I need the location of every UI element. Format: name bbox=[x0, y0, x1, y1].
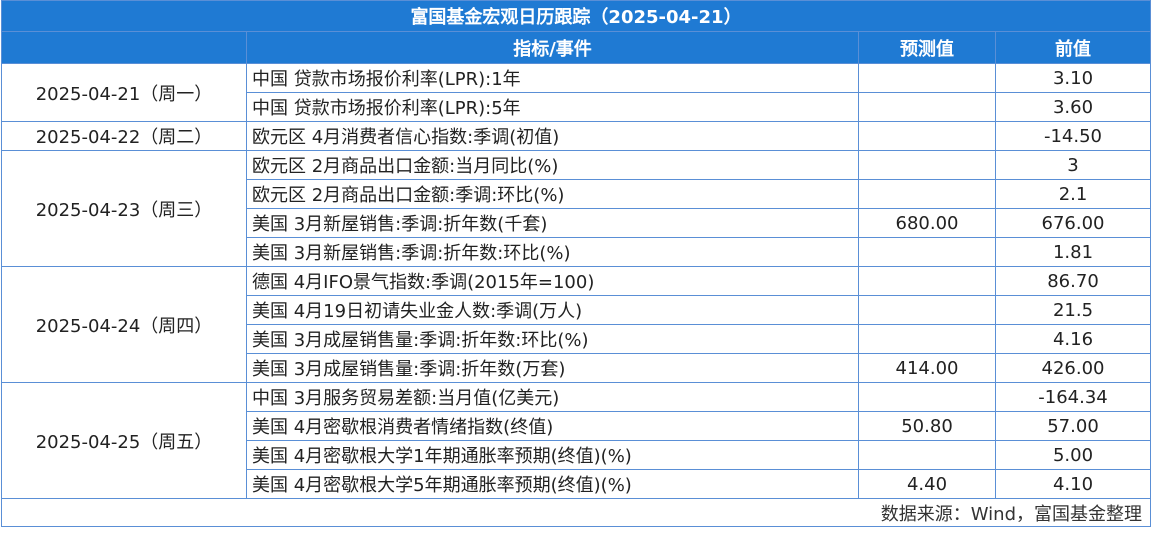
indicator-cell: 中国 贷款市场报价利率(LPR):1年 bbox=[246, 63, 859, 93]
indicator-cell: 美国 3月成屋销售量:季调:折年数(万套) bbox=[246, 353, 859, 383]
table-row: 美国 4月密歇根大学1年期通胀率预期(终值)(%) 5.00 bbox=[2, 440, 1151, 470]
forecast-cell bbox=[858, 92, 996, 122]
forecast-cell: 4.40 bbox=[858, 469, 996, 499]
forecast-cell bbox=[858, 179, 996, 209]
forecast-cell: 50.80 bbox=[858, 411, 996, 441]
previous-cell: 4.10 bbox=[994, 469, 1151, 499]
footer-row: 数据来源：Wind，富国基金整理 bbox=[0, 498, 1151, 527]
forecast-cell bbox=[858, 150, 996, 180]
indicator-cell: 欧元区 2月商品出口金额:季调:环比(%) bbox=[246, 179, 859, 209]
forecast-cell bbox=[858, 440, 996, 470]
date-cell: 2025-04-22（周二） bbox=[1, 121, 247, 151]
forecast-cell: 680.00 bbox=[858, 208, 996, 238]
table-row: 2025-04-25（周五） 中国 3月服务贸易差额:当月值(亿美元) -164.3… bbox=[1, 382, 1151, 499]
table-row: 美国 4月密歇根消费者情绪指数(终值) 50.80 57.00 bbox=[2, 411, 1151, 441]
previous-cell: 676.00 bbox=[994, 208, 1151, 238]
table-row: 美国 4月密歇根大学5年期通胀率预期(终值)(%) 4.40 4.10 bbox=[2, 469, 1151, 499]
title-row: 富国基金宏观日历跟踪（2025-04-21） bbox=[0, 0, 1151, 32]
previous-cell: 426.00 bbox=[994, 353, 1151, 383]
previous-cell: 2.1 bbox=[994, 179, 1151, 209]
data-source-note: 数据来源：Wind，富国基金整理 bbox=[0, 498, 1151, 527]
indicator-column-header: 指标/事件 bbox=[246, 31, 859, 64]
forecast-cell: 414.00 bbox=[858, 353, 996, 383]
indicator-cell: 欧元区 4月消费者信心指数:季调(初值) bbox=[246, 121, 859, 151]
table-row: 欧元区 2月商品出口金额:季调:环比(%) 2.1 bbox=[2, 179, 1151, 209]
header-row: 指标/事件 预测值 前值 bbox=[1, 31, 1151, 64]
table-row: 2025-04-21（周一） 中国 贷款市场报价利率(LPR):1年 3.10 bbox=[1, 63, 1151, 122]
table-row: 2025-04-24（周四） 德国 4月IFO景气指数:季调(2015年=100)… bbox=[1, 266, 1151, 383]
indicator-cell: 美国 4月密歇根消费者情绪指数(终值) bbox=[246, 411, 859, 441]
forecast-cell bbox=[858, 63, 996, 93]
previous-cell: 21.5 bbox=[994, 295, 1151, 325]
previous-cell: -14.50 bbox=[994, 121, 1151, 151]
indicator-cell: 美国 3月成屋销售量:季调:折年数:环比(%) bbox=[246, 324, 859, 354]
table-row: 2025-04-22（周二） 欧元区 4月消费者信心指数:季调(初值) -14.50 bbox=[1, 121, 1151, 151]
date-cell: 2025-04-23（周三） bbox=[1, 150, 247, 267]
table-row: 美国 4月19日初请失业金人数:季调(万人) 21.5 bbox=[2, 295, 1151, 325]
forecast-column-header: 预测值 bbox=[858, 31, 996, 64]
previous-cell: 3.10 bbox=[994, 63, 1151, 93]
table-title: 富国基金宏观日历跟踪（2025-04-21） bbox=[0, 0, 1151, 32]
forecast-cell bbox=[858, 382, 996, 412]
previous-cell: 3 bbox=[994, 150, 1151, 180]
date-cell: 2025-04-21（周一） bbox=[1, 63, 247, 122]
indicator-cell: 中国 贷款市场报价利率(LPR):5年 bbox=[246, 92, 859, 122]
previous-cell: 1.81 bbox=[994, 237, 1151, 267]
indicator-cell: 德国 4月IFO景气指数:季调(2015年=100) bbox=[246, 266, 859, 296]
forecast-cell bbox=[858, 324, 996, 354]
table-row: 美国 3月新屋销售:季调:折年数:环比(%) 1.81 bbox=[2, 237, 1151, 267]
previous-cell: 5.00 bbox=[994, 440, 1151, 470]
indicator-cell: 美国 4月19日初请失业金人数:季调(万人) bbox=[246, 295, 859, 325]
date-cell: 2025-04-24（周四） bbox=[1, 266, 247, 383]
calendar-body: 2025-04-21（周一） 中国 贷款市场报价利率(LPR):1年 3.10 中国 … bbox=[1, 63, 1151, 499]
indicator-cell: 欧元区 2月商品出口金额:当月同比(%) bbox=[246, 150, 859, 180]
indicator-cell: 美国 3月新屋销售:季调:折年数:环比(%) bbox=[246, 237, 859, 267]
indicator-cell: 中国 3月服务贸易差额:当月值(亿美元) bbox=[246, 382, 859, 412]
previous-cell: -164.34 bbox=[994, 382, 1151, 412]
forecast-cell bbox=[858, 295, 996, 325]
date-column-header bbox=[1, 31, 247, 64]
indicator-cell: 美国 4月密歇根大学1年期通胀率预期(终值)(%) bbox=[246, 440, 859, 470]
forecast-cell bbox=[858, 237, 996, 267]
forecast-cell bbox=[858, 266, 996, 296]
previous-cell: 86.70 bbox=[994, 266, 1151, 296]
previous-cell: 4.16 bbox=[994, 324, 1151, 354]
indicator-cell: 美国 4月密歇根大学5年期通胀率预期(终值)(%) bbox=[246, 469, 859, 499]
indicator-cell: 美国 3月新屋销售:季调:折年数(千套) bbox=[246, 208, 859, 238]
forecast-cell bbox=[858, 121, 996, 151]
previous-cell: 3.60 bbox=[994, 92, 1151, 122]
table-row: 2025-04-23（周三） 欧元区 2月商品出口金额:当月同比(%) 3 bbox=[1, 150, 1151, 267]
previous-cell: 57.00 bbox=[994, 411, 1151, 441]
date-cell: 2025-04-25（周五） bbox=[1, 382, 247, 499]
previous-column-header: 前值 bbox=[994, 31, 1151, 64]
macro-calendar-table: 富国基金宏观日历跟踪（2025-04-21） 指标/事件 预测值 前值 2025… bbox=[0, 0, 1151, 527]
